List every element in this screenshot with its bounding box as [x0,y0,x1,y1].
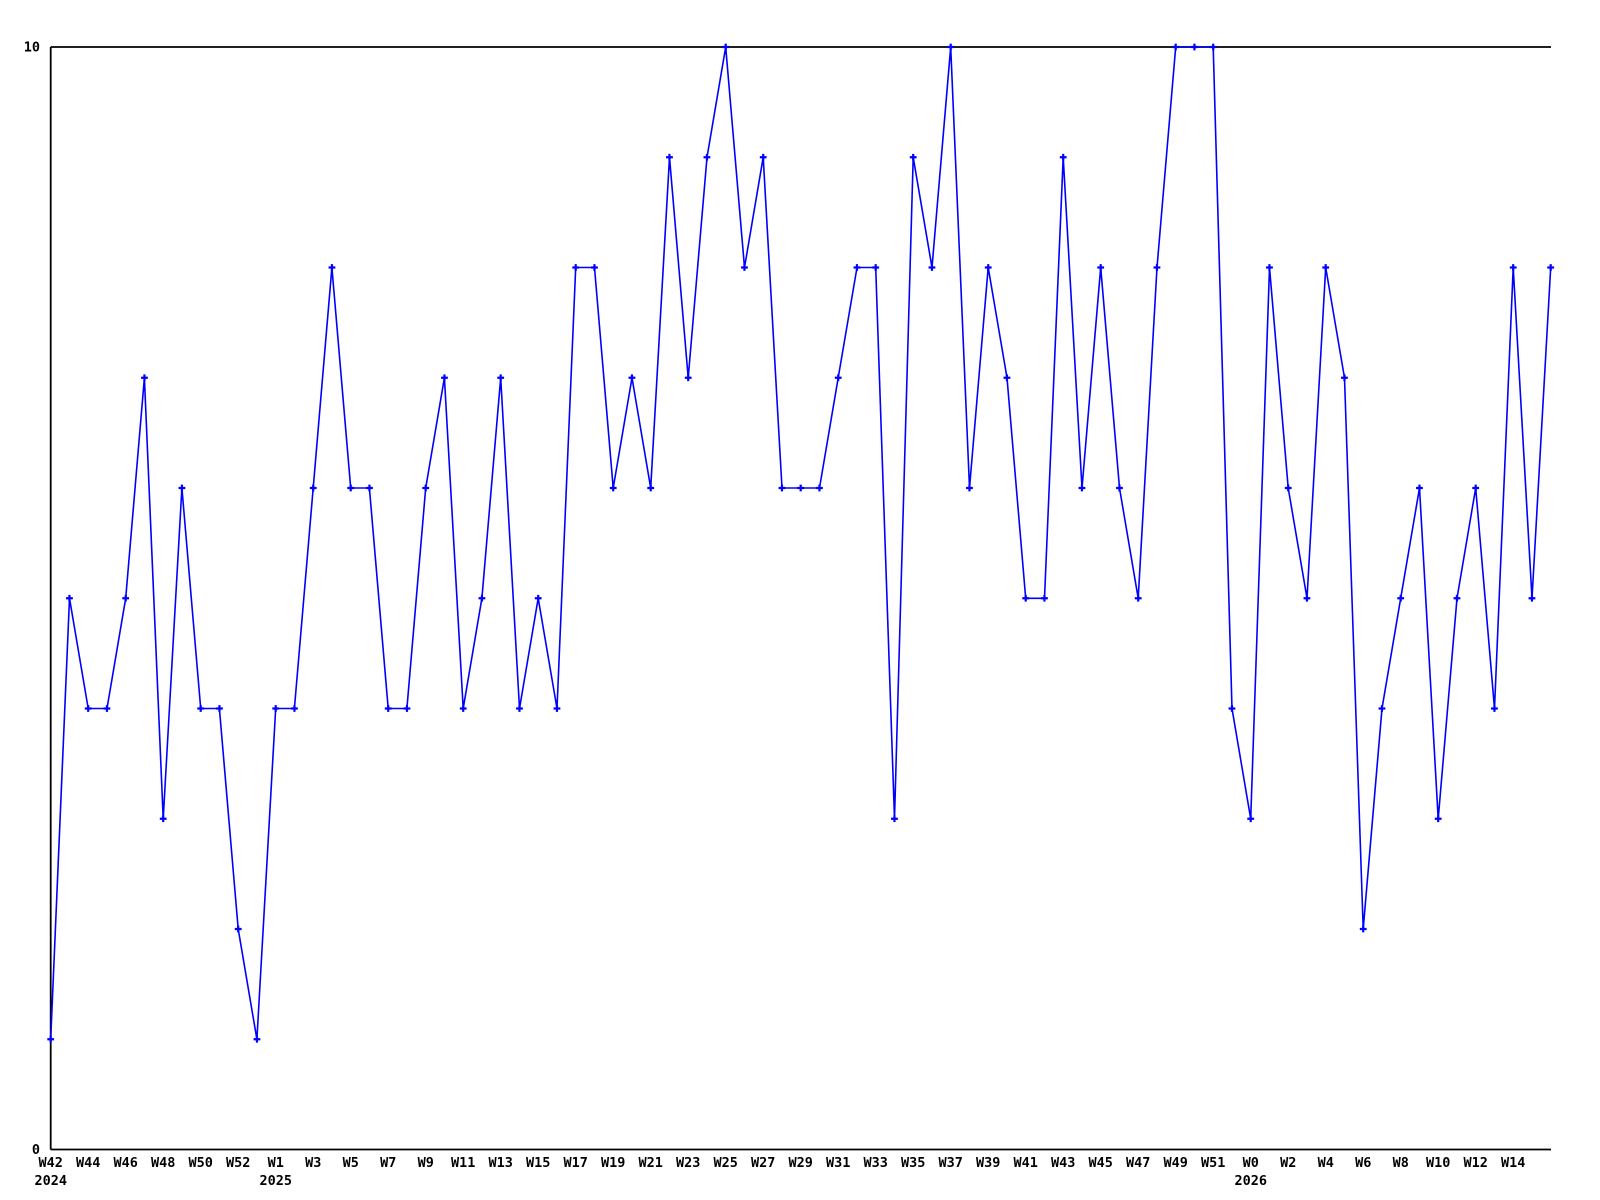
x-axis-tick-label: W10 [1426,1155,1450,1171]
x-axis-year-label: 2025 [259,1173,292,1189]
x-axis-tick-label: W21 [639,1155,663,1171]
x-axis-tick-label: W49 [1164,1155,1188,1171]
x-axis-tick-label: W50 [189,1155,213,1171]
x-axis-tick-label: W44 [76,1155,100,1171]
x-axis-tick-label: W43 [1051,1155,1075,1171]
y-axis-tick-label: 0 [32,1142,40,1158]
x-axis-tick-label: W9 [418,1155,434,1171]
data-point-markers [47,43,1555,1043]
x-axis-tick-label: W4 [1318,1155,1334,1171]
x-axis-tick-label: W27 [751,1155,775,1171]
axis-frame [49,46,1551,1151]
x-axis-tick-label: W6 [1355,1155,1371,1171]
x-axis-tick-label: W17 [564,1155,588,1171]
x-axis-tick-label: W39 [976,1155,1000,1171]
x-axis-tick-label: W3 [305,1155,321,1171]
y-axis-tick-label: 10 [24,40,40,56]
x-axis-tick-label: W14 [1501,1155,1525,1171]
x-axis-tick-label: W23 [676,1155,700,1171]
x-axis-tick-label: W7 [380,1155,396,1171]
x-axis-year-label: 2024 [34,1173,67,1189]
x-axis-tick-label: W35 [901,1155,925,1171]
x-axis-tick-label: W0 [1243,1155,1259,1171]
x-axis-tick-label: W25 [714,1155,738,1171]
x-axis-tick-label: W2 [1280,1155,1296,1171]
x-axis-tick-label: W29 [789,1155,813,1171]
x-axis-tick-label: W48 [151,1155,175,1171]
x-axis-tick-label: W11 [451,1155,475,1171]
x-axis-tick-label: W51 [1201,1155,1225,1171]
x-axis-tick-label: W37 [939,1155,963,1171]
x-axis-tick-label: W33 [864,1155,888,1171]
x-axis-tick-label: W45 [1089,1155,1113,1171]
x-axis-tick-label: W42 [39,1155,63,1171]
x-axis-tick-label: W13 [489,1155,513,1171]
x-axis-year-label: 2026 [1234,1173,1267,1189]
data-series-line [49,46,1552,1040]
x-axis-tick-label: W46 [114,1155,138,1171]
x-axis-tick-label: W12 [1464,1155,1488,1171]
x-axis-tick-label: W47 [1126,1155,1150,1171]
x-axis-tick-label: W52 [226,1155,250,1171]
x-axis-tick-label: W19 [601,1155,625,1171]
x-axis-tick-label: W1 [268,1155,284,1171]
x-axis-tick-label: W41 [1014,1155,1038,1171]
x-axis-tick-label: W15 [526,1155,550,1171]
x-axis-tick-label: W31 [826,1155,850,1171]
x-axis-tick-label: W8 [1393,1155,1409,1171]
x-axis-tick-label: W5 [343,1155,359,1171]
